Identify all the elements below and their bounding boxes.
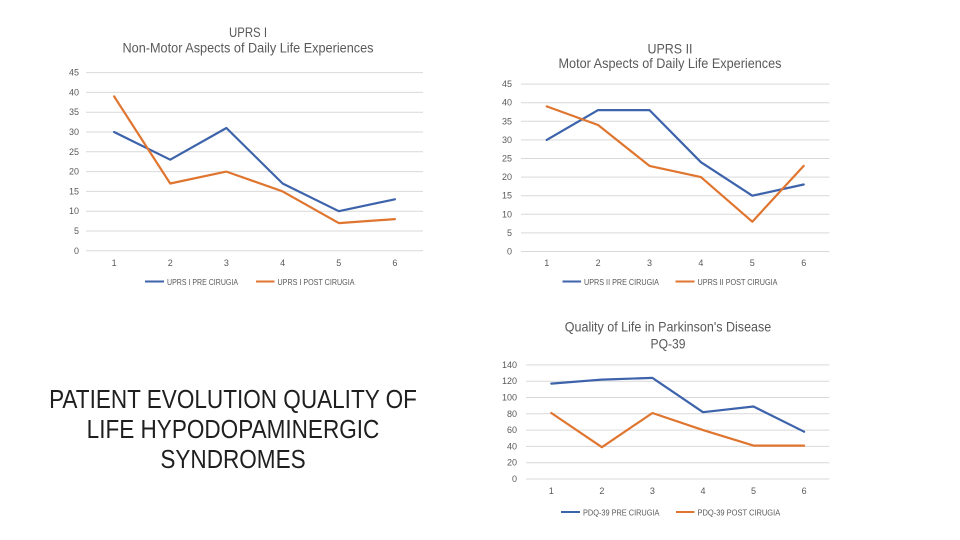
svg-text:4: 4 <box>698 258 703 268</box>
svg-text:120: 120 <box>502 376 517 386</box>
svg-text:35: 35 <box>69 107 79 117</box>
svg-text:60: 60 <box>507 425 517 435</box>
svg-text:80: 80 <box>507 409 517 419</box>
svg-text:20: 20 <box>69 167 79 177</box>
svg-text:6: 6 <box>392 258 397 268</box>
svg-text:2: 2 <box>599 486 604 496</box>
svg-text:5: 5 <box>507 228 512 238</box>
svg-text:Motor Aspects of Daily Life Ex: Motor Aspects of Daily Life Experiences <box>559 55 782 71</box>
svg-text:40: 40 <box>507 441 517 451</box>
svg-text:100: 100 <box>502 393 517 403</box>
svg-text:2: 2 <box>596 258 601 268</box>
svg-text:3: 3 <box>647 258 652 268</box>
svg-text:15: 15 <box>69 186 79 196</box>
svg-text:UPRS I PRE CIRUGIA: UPRS I PRE CIRUGIA <box>167 278 239 287</box>
svg-text:Quality of Life in Parkinson's: Quality of Life in Parkinson's Disease <box>565 319 772 335</box>
svg-text:5: 5 <box>750 258 755 268</box>
svg-text:UPRS I: UPRS I <box>229 24 267 40</box>
svg-text:UPRS I POST CIRUGIA: UPRS I POST CIRUGIA <box>278 278 356 287</box>
svg-text:45: 45 <box>502 79 512 89</box>
svg-text:40: 40 <box>69 87 79 97</box>
svg-text:3: 3 <box>650 486 655 496</box>
svg-text:3: 3 <box>224 258 229 268</box>
svg-text:4: 4 <box>700 486 705 496</box>
svg-text:UPRS II: UPRS II <box>648 41 693 57</box>
svg-text:1: 1 <box>112 258 117 268</box>
svg-text:Non-Motor Aspects of Daily Lif: Non-Motor Aspects of Daily Life Experien… <box>123 40 374 56</box>
svg-text:5: 5 <box>751 486 756 496</box>
svg-text:0: 0 <box>507 247 512 257</box>
svg-text:20: 20 <box>507 458 517 468</box>
svg-text:2: 2 <box>168 258 173 268</box>
svg-text:PQ-39: PQ-39 <box>651 336 686 352</box>
svg-text:45: 45 <box>69 68 79 78</box>
svg-text:140: 140 <box>502 360 517 370</box>
svg-text:10: 10 <box>502 209 512 219</box>
svg-text:15: 15 <box>502 191 512 201</box>
svg-text:5: 5 <box>74 226 79 236</box>
svg-text:35: 35 <box>502 116 512 126</box>
svg-text:1: 1 <box>544 258 549 268</box>
svg-text:25: 25 <box>502 154 512 164</box>
svg-text:0: 0 <box>74 246 79 256</box>
svg-text:6: 6 <box>801 258 806 268</box>
svg-text:40: 40 <box>502 98 512 108</box>
svg-text:4: 4 <box>280 258 285 268</box>
svg-text:10: 10 <box>69 206 79 216</box>
svg-text:30: 30 <box>502 135 512 145</box>
svg-text:5: 5 <box>336 258 341 268</box>
svg-text:PDQ-39 PRE CIRUGIA: PDQ-39 PRE CIRUGIA <box>583 509 660 518</box>
svg-text:6: 6 <box>802 486 807 496</box>
svg-text:UPRS II POST CIRUGIA: UPRS II POST CIRUGIA <box>698 278 779 287</box>
svg-text:20: 20 <box>502 172 512 182</box>
svg-text:25: 25 <box>69 147 79 157</box>
svg-text:PDQ-39 POST CIRUGIA: PDQ-39 POST CIRUGIA <box>698 509 781 518</box>
svg-text:30: 30 <box>69 127 79 137</box>
svg-text:UPRS II PRE CIRUGIA: UPRS II PRE CIRUGIA <box>584 278 660 287</box>
svg-text:0: 0 <box>512 474 517 484</box>
svg-text:1: 1 <box>549 486 554 496</box>
